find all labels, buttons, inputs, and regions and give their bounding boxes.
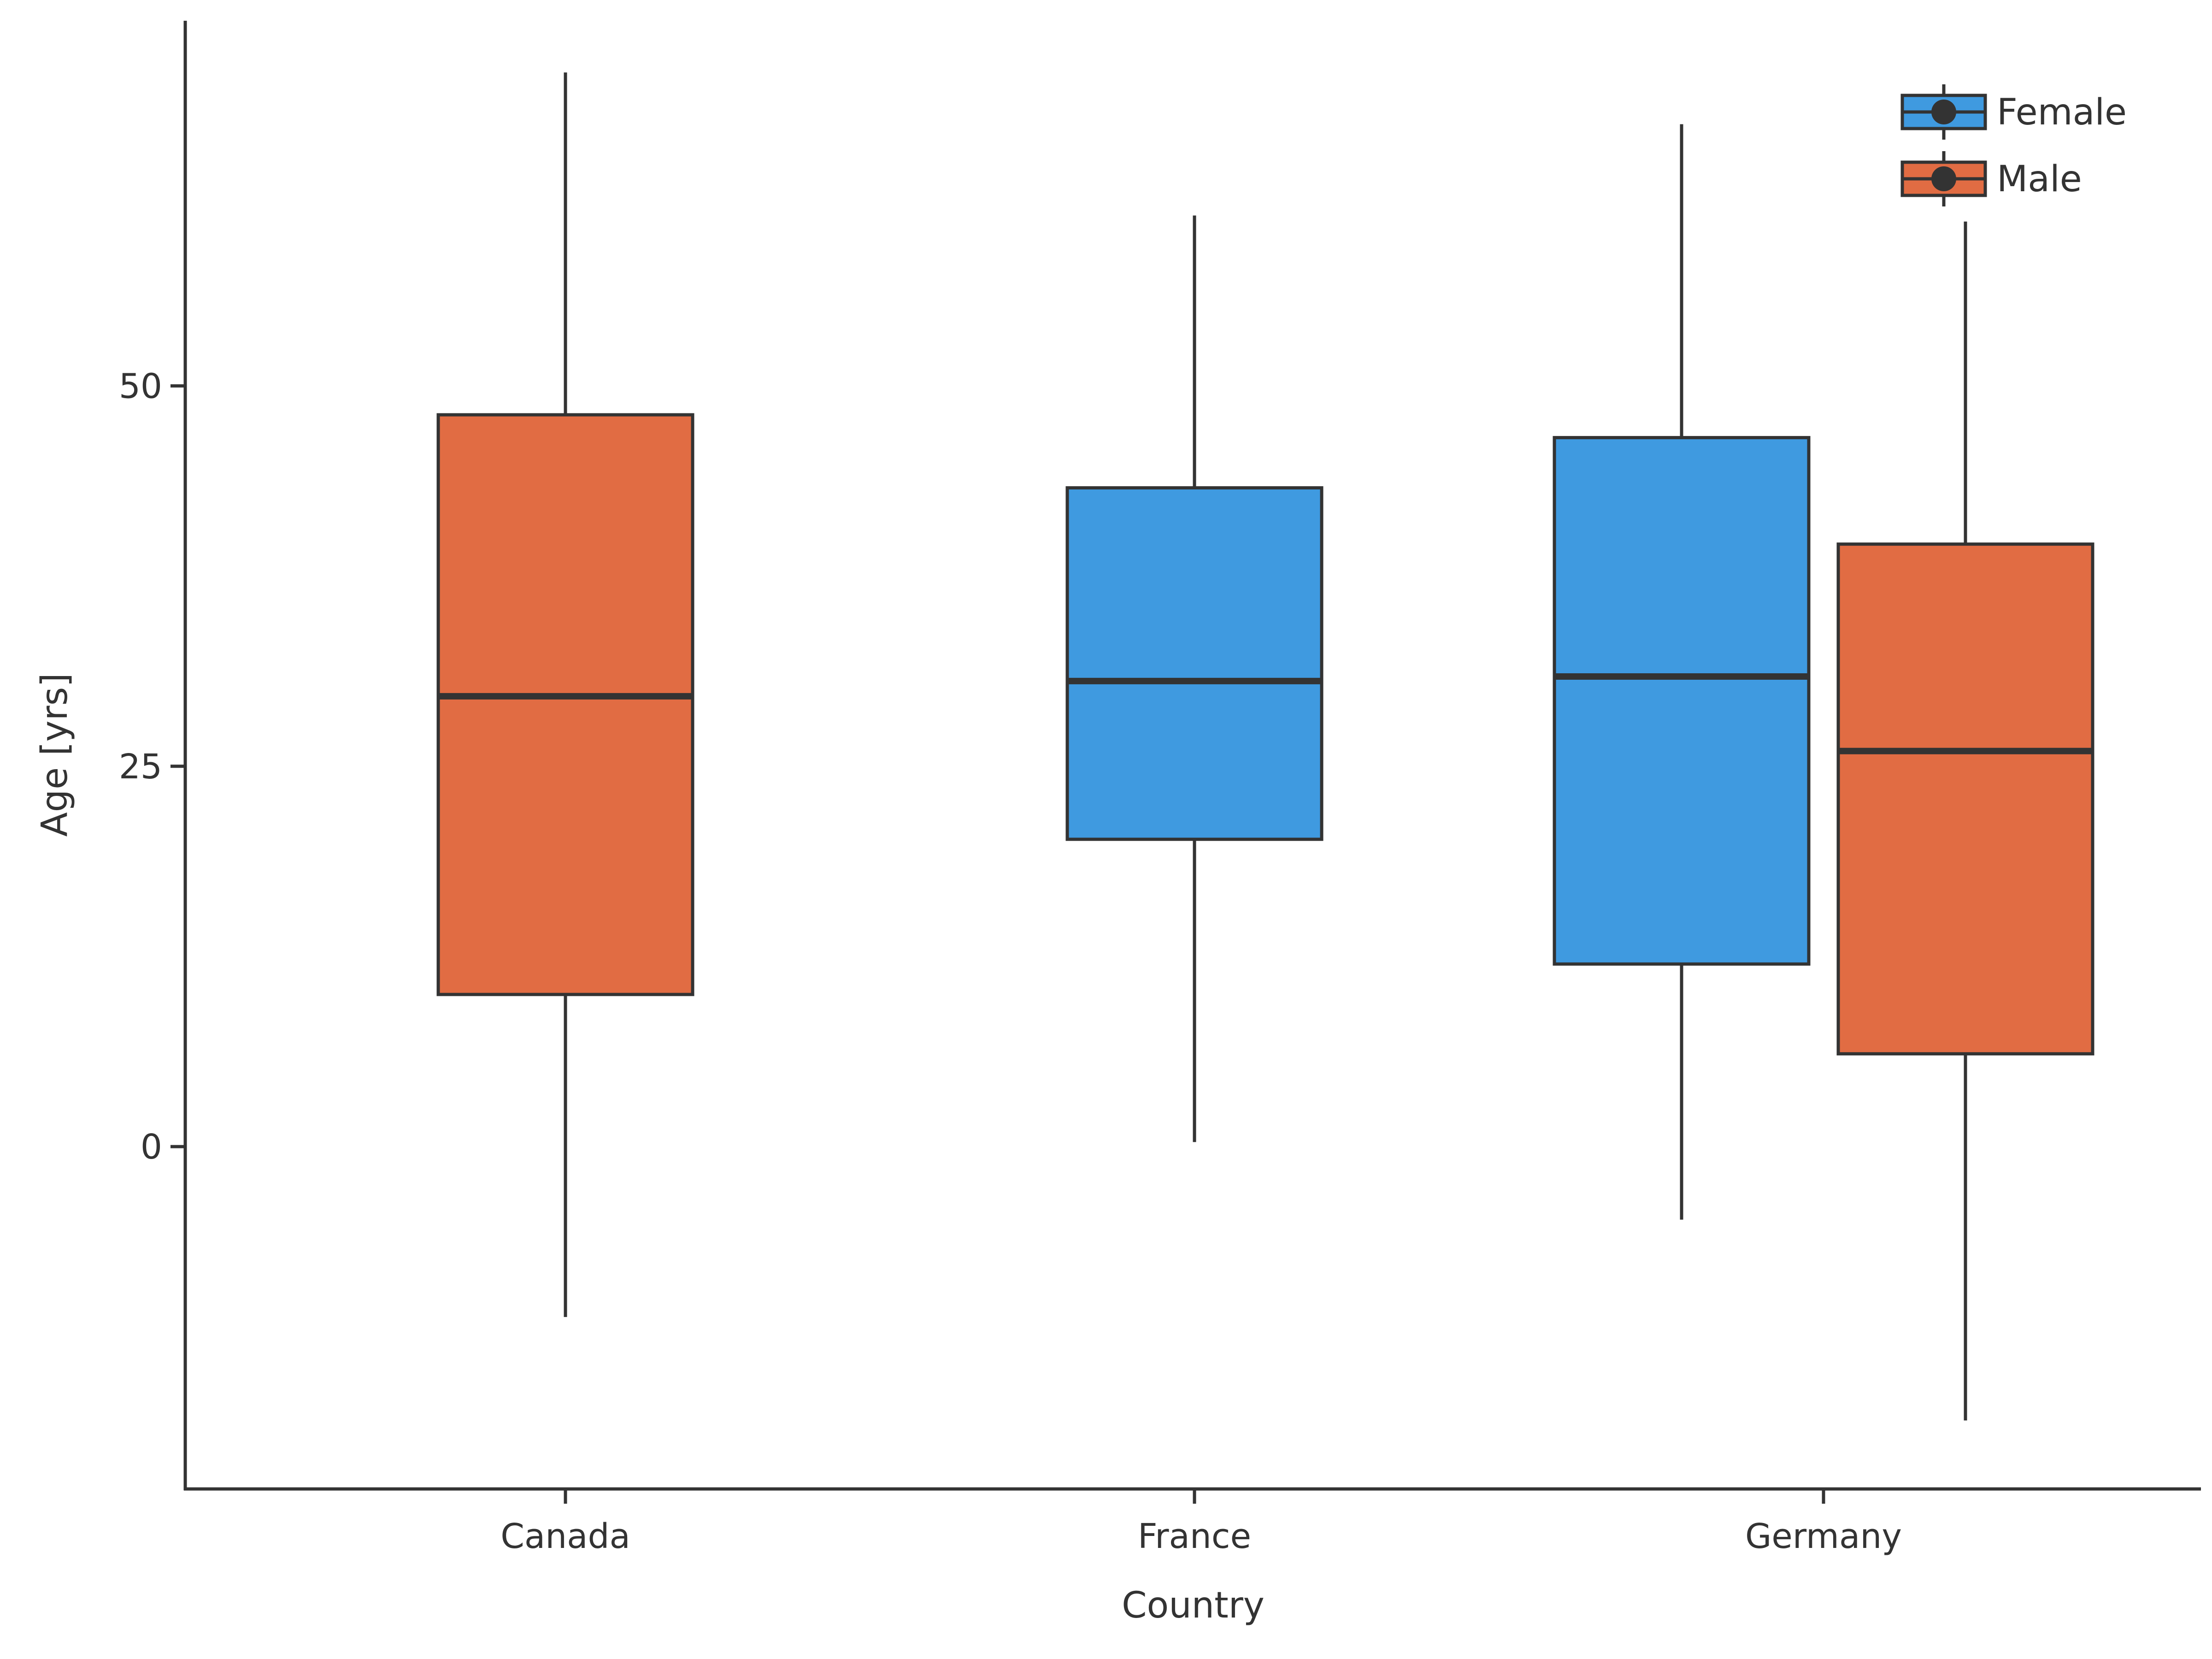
iqr-box <box>1065 486 1324 841</box>
box-series <box>436 72 2094 1421</box>
iqr-box <box>1553 436 1811 966</box>
x-tick-label: France <box>1138 1517 1251 1556</box>
legend-key-dot <box>1931 100 1956 124</box>
y-tick-label: 25 <box>119 747 162 787</box>
box-female-germany <box>1553 124 1811 1220</box>
legend-label: Female <box>1997 92 2127 133</box>
x-axis-title: Country <box>1122 1585 1265 1626</box>
y-tick-label: 0 <box>141 1127 162 1167</box>
legend-item-male: Male <box>1900 151 2082 206</box>
axes: 0 25 50 Canada France Germany Country Age [y… <box>34 21 2201 1626</box>
box-male-canada <box>436 72 694 1317</box>
x-axis-ticks: Canada France Germany <box>500 1489 1902 1556</box>
x-tick-label: Germany <box>1745 1517 1902 1556</box>
legend-item-female: Female <box>1900 84 2127 140</box>
iqr-box <box>1836 542 2094 1056</box>
y-axis-ticks: 0 25 50 <box>119 366 185 1167</box>
legend-label: Male <box>1997 159 2082 200</box>
y-axis-title: Age [yrs] <box>34 673 76 836</box>
x-tick-label: Canada <box>500 1517 630 1556</box>
y-tick-label: 50 <box>119 366 162 406</box>
iqr-box <box>436 413 694 996</box>
legend: Female Male <box>1900 84 2127 206</box>
legend-key-dot <box>1931 166 1956 191</box>
box-male-germany <box>1836 221 2094 1421</box>
box-female-france <box>1065 215 1324 1142</box>
